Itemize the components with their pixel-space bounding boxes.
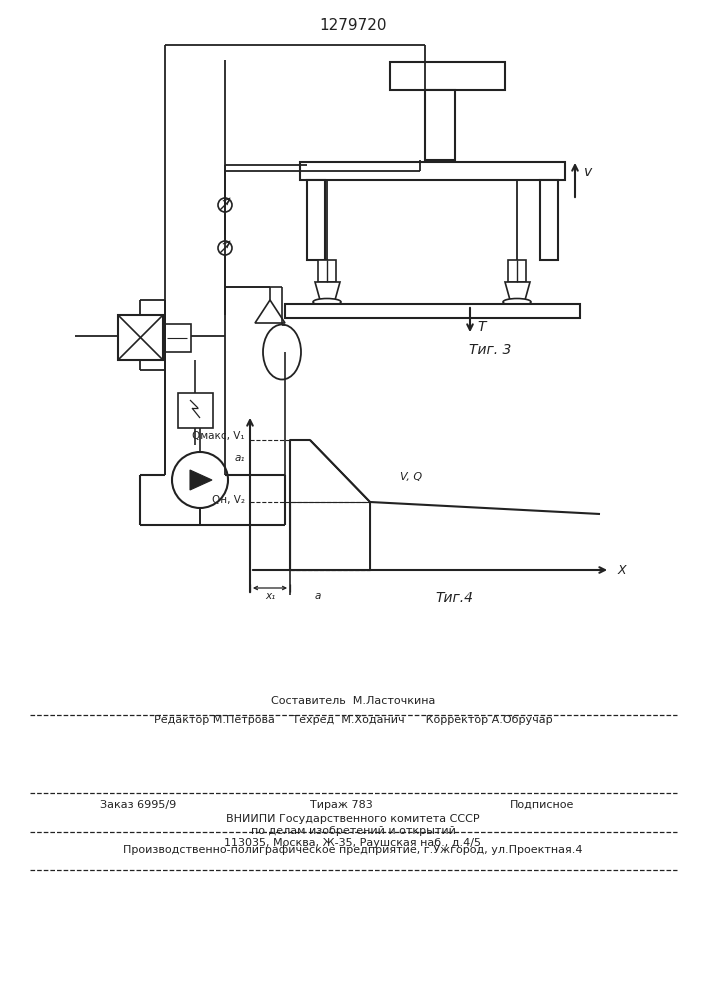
Bar [425,90,455,160]
Polygon shape [255,300,285,323]
Text: X: X [618,564,626,576]
Circle shape [218,241,232,255]
Text: по делам изобретений и открытий: по делам изобретений и открытий [250,826,455,836]
Bar [300,162,565,180]
Polygon shape [190,470,212,490]
Text: a₁: a₁ [235,453,245,463]
Text: Qн, V₂: Qн, V₂ [212,495,245,505]
Ellipse shape [263,324,301,379]
Text: V, Q: V, Q [400,472,422,482]
Bar [318,260,336,282]
Bar [290,502,370,570]
Bar [508,260,526,282]
Ellipse shape [313,298,341,306]
Text: Подписное: Подписное [510,800,574,810]
Polygon shape [505,282,530,300]
Text: T: T [478,320,486,334]
Text: Производственно-полиграфическое предприятие, г.Ужгород, ул.Проектная.4: Производственно-полиграфическое предприя… [123,845,583,855]
Bar [118,315,163,360]
Text: Заказ 6995/9: Заказ 6995/9 [100,800,176,810]
Text: Тираж 783: Тираж 783 [310,800,373,810]
Text: x₁: x₁ [265,591,275,601]
Bar [307,180,325,260]
Text: v: v [584,165,592,179]
Text: Составитель  М.Ласточкина: Составитель М.Ласточкина [271,696,436,706]
Bar [178,393,213,428]
Text: Τиг.4: Τиг.4 [435,591,473,605]
Text: a: a [315,591,321,601]
Text: 1279720: 1279720 [320,18,387,33]
Text: Τиг. 3: Τиг. 3 [469,343,511,357]
Text: ВНИИПИ Государственного комитета СССР: ВНИИПИ Государственного комитета СССР [226,814,480,824]
Bar [163,324,191,352]
Circle shape [172,452,228,508]
Bar [390,62,505,90]
Polygon shape [315,282,340,300]
Text: Qмакс, V₁: Qмакс, V₁ [192,431,245,441]
Text: 113035, Москва, Ж-35, Раушская наб., д.4/5: 113035, Москва, Ж-35, Раушская наб., д.4… [225,838,481,848]
Bar [285,304,580,318]
Circle shape [218,198,232,212]
Ellipse shape [503,298,531,306]
Bar [540,180,558,260]
Text: Редактор М.Петрова     Техред  М.Ходанич      Корректор А.Обручар: Редактор М.Петрова Техред М.Ходанич Корр… [153,715,552,725]
